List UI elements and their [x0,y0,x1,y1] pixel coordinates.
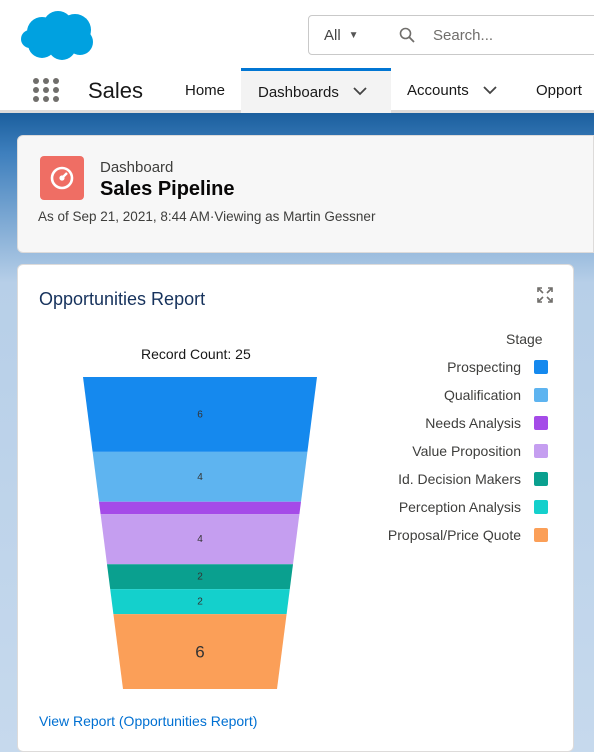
legend-swatch [534,416,548,430]
page-title: Sales Pipeline [100,178,235,200]
nav-item-label: Opport [536,82,582,99]
view-report-link[interactable]: View Report (Opportunities Report) [39,713,258,729]
nav-item-home[interactable]: Home [171,68,241,113]
legend-swatch [534,472,548,486]
legend-item[interactable]: Proposal/Price Quote [388,527,548,543]
report-title: Opportunities Report [39,289,206,309]
funnel-segment-value-proposition[interactable] [100,514,300,565]
funnel-data-label: 4 [197,472,203,483]
app-nav-bar: Sales Home Dashboards Accounts Opport [0,68,594,113]
app-name: Sales [88,78,144,103]
report-card: Opportunities Report Record Count: 25 St… [17,264,574,752]
nav-item-accounts[interactable]: Accounts [391,68,521,113]
legend-item[interactable]: Needs Analysis [425,415,548,431]
funnel-data-label: 6 [197,409,203,420]
chart-title: Record Count: 25 [141,346,251,362]
salesforce-logo-icon[interactable] [20,8,96,62]
funnel-segment-proposal-price-quote[interactable] [113,614,287,689]
legend-label: Value Proposition [412,443,521,459]
legend-swatch [534,500,548,514]
legend-item[interactable]: Value Proposition [412,443,548,459]
legend-label: Prospecting [447,359,521,375]
search-scope-label: All [324,26,341,44]
expand-icon[interactable] [537,287,553,303]
legend-item[interactable]: Prospecting [447,359,548,375]
app-launcher-icon[interactable] [33,78,61,102]
legend-item[interactable]: Id. Decision Makers [398,471,548,487]
dashboard-meta: As of Sep 21, 2021, 8:44 AM·Viewing as M… [38,209,376,224]
dashboard-header: Dashboard Sales Pipeline As of Sep 21, 2… [17,135,594,253]
legend-swatch [534,360,548,374]
funnel-segment-prospecting[interactable] [83,377,317,452]
global-header: All ▼ Search... [0,0,594,68]
caret-down-icon: ▼ [348,29,359,41]
search-icon [399,27,415,43]
chevron-down-icon[interactable] [483,84,497,98]
dashboard-type-label: Dashboard [100,159,174,176]
search-placeholder: Search... [433,26,494,44]
funnel-segment-needs-analysis[interactable] [99,501,301,515]
dashboard-gauge-icon [40,156,84,200]
funnel-data-label: 2 [197,572,203,583]
legend-label: Needs Analysis [425,415,521,431]
funnel-data-label: 4 [197,534,203,545]
search-scope-select[interactable]: All ▼ [308,15,380,55]
nav-item-dashboards[interactable]: Dashboards [241,68,391,113]
legend-title: Stage [506,331,543,347]
legend-label: Perception Analysis [398,499,521,515]
nav-item-label: Dashboards [258,83,339,101]
search-input[interactable]: Search... [379,15,594,55]
funnel-segment-perception-analysis[interactable] [110,589,290,615]
funnel-chart: 6 4 4 2 2 6 [83,377,317,689]
legend-label: Qualification [443,387,521,403]
funnel-segment-id-decision-makers[interactable] [107,564,293,590]
nav-item-opportunities[interactable]: Opport [521,68,594,113]
nav-item-label: Accounts [407,82,469,99]
legend-swatch [534,444,548,458]
chevron-down-icon[interactable] [353,85,367,99]
legend-swatch [534,388,548,402]
funnel-data-label: 2 [197,597,203,608]
legend-label: Proposal/Price Quote [387,527,521,543]
legend-item[interactable]: Perception Analysis [399,499,548,515]
funnel-segment-qualification[interactable] [92,451,308,502]
nav-item-label: Home [185,82,226,99]
funnel-data-label: 6 [195,643,204,662]
legend-item[interactable]: Qualification [444,387,548,403]
legend-swatch [534,528,548,542]
legend-label: Id. Decision Makers [398,471,521,487]
